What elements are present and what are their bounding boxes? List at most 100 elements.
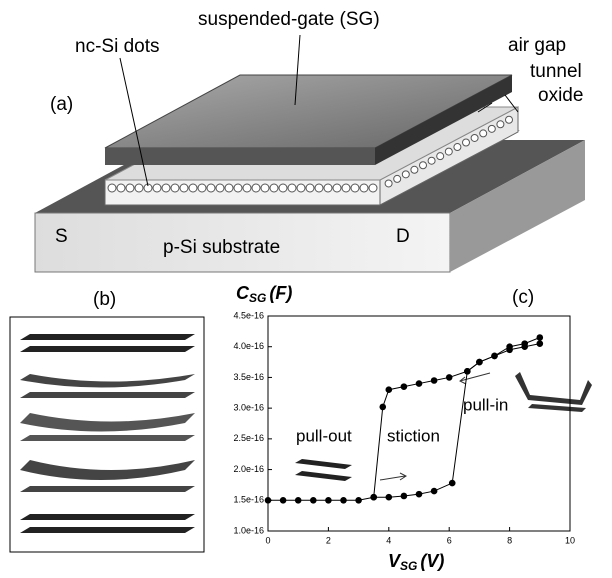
- beam-icon: [515, 372, 592, 412]
- nc-si-dot: [162, 184, 170, 192]
- y-tick-label: 2.0e-16: [233, 464, 264, 474]
- data-point: [310, 497, 317, 504]
- nc-si-dot: [117, 184, 125, 192]
- oxide-label: oxide: [538, 85, 583, 106]
- nc-si-dot: [279, 184, 287, 192]
- data-point: [431, 488, 438, 495]
- beam: [20, 460, 195, 492]
- nc-si-dot: [306, 184, 314, 192]
- data-point: [355, 497, 362, 504]
- beam-icon: [295, 459, 352, 481]
- y-tick-label: 3.5e-16: [233, 372, 264, 382]
- nc-si-dot: [463, 139, 470, 146]
- panel-label: (a): [50, 94, 73, 115]
- gate-label: suspended-gate (SG): [198, 9, 380, 30]
- beam-panel: (b): [10, 289, 204, 552]
- arrow: [380, 473, 406, 480]
- data-line: [374, 344, 540, 498]
- nc-si-dot: [324, 184, 332, 192]
- nc-si-dot: [261, 184, 269, 192]
- data-point: [386, 386, 393, 393]
- nc-si-dot: [360, 184, 368, 192]
- oxide-label: tunnel: [530, 61, 582, 82]
- data-point: [280, 497, 287, 504]
- nc-si-dot: [234, 184, 242, 192]
- nc-si-dot: [126, 184, 134, 192]
- nc-si-dot: [252, 184, 260, 192]
- nc-si-dot: [488, 125, 495, 132]
- data-point: [537, 340, 544, 347]
- nc-si-dot: [351, 184, 359, 192]
- nc-si-dot: [471, 134, 478, 141]
- arrow: [460, 373, 490, 384]
- nc-si-dot: [108, 184, 116, 192]
- nc-si-dot: [480, 130, 487, 137]
- axis-label-part: (V): [420, 551, 444, 571]
- data-point: [325, 497, 332, 504]
- nc-si-dot: [207, 184, 215, 192]
- source-label: S: [55, 226, 68, 247]
- nc-si-dot: [315, 184, 323, 192]
- panel-label: (b): [93, 289, 116, 310]
- nc-si-dot: [428, 157, 435, 164]
- x-tick-label: 4: [386, 535, 391, 545]
- data-point: [464, 368, 471, 375]
- data-point: [379, 404, 386, 411]
- gate-front: [105, 148, 375, 165]
- nc-si-dot: [369, 184, 377, 192]
- y-tick-label: 2.5e-16: [233, 433, 264, 443]
- beam: [20, 514, 195, 533]
- axis-label: CSG(F): [236, 283, 292, 305]
- data-point: [386, 494, 393, 501]
- data-point: [521, 343, 528, 350]
- chart: 1.0e-161.5e-162.0e-162.5e-163.0e-163.5e-…: [233, 283, 575, 573]
- data-point: [340, 497, 347, 504]
- y-tick-label: 4.5e-16: [233, 310, 264, 320]
- data-point: [506, 346, 513, 353]
- panel-label: (c): [512, 287, 534, 308]
- nc-si-dot: [445, 148, 452, 155]
- nc-si-dot: [394, 175, 401, 182]
- axis-label-part: (F): [269, 283, 292, 303]
- nc-si-dot: [270, 184, 278, 192]
- annotation: pull-in: [463, 395, 508, 414]
- nc-si-dot: [243, 184, 251, 192]
- x-tick-label: 6: [447, 535, 452, 545]
- nc-si-dot: [437, 153, 444, 160]
- data-point: [416, 380, 423, 387]
- data-point: [446, 374, 453, 381]
- axis-label-part: SG: [400, 559, 417, 573]
- x-tick-label: 2: [326, 535, 331, 545]
- nc-si-dot: [342, 184, 350, 192]
- air-gap-label: air gap: [508, 35, 566, 56]
- data-point: [476, 359, 483, 366]
- y-tick-label: 1.5e-16: [233, 495, 264, 505]
- data-point: [537, 334, 544, 341]
- beam: [20, 374, 195, 398]
- y-tick-label: 4.0e-16: [233, 341, 264, 351]
- nc-si-dot: [411, 166, 418, 173]
- data-point: [449, 480, 456, 487]
- substrate-label: p-Si substrate: [163, 237, 280, 258]
- data-point: [491, 353, 498, 360]
- nc-si-dot: [180, 184, 188, 192]
- nc-si-dot: [333, 184, 341, 192]
- nc-si-dot: [402, 171, 409, 178]
- beam: [20, 413, 195, 441]
- nc-si-dot: [420, 162, 427, 169]
- axis-label-part: SG: [249, 291, 266, 305]
- axis-label: VSG(V): [388, 551, 444, 573]
- x-tick-label: 0: [265, 535, 270, 545]
- data-point: [401, 383, 408, 390]
- data-point: [265, 497, 272, 504]
- nc-si-dot: [297, 184, 305, 192]
- nc-si-dot: [171, 184, 179, 192]
- nc-si-dot: [506, 116, 513, 123]
- nc-si-dot: [385, 180, 392, 187]
- nc-si-dot: [216, 184, 224, 192]
- x-tick-label: 8: [507, 535, 512, 545]
- y-tick-label: 3.0e-16: [233, 403, 264, 413]
- beam: [20, 334, 195, 352]
- device-diagram: suspended-gate (SG) nc-Si dots air gap t…: [35, 9, 585, 272]
- dots-label: nc-Si dots: [75, 36, 159, 57]
